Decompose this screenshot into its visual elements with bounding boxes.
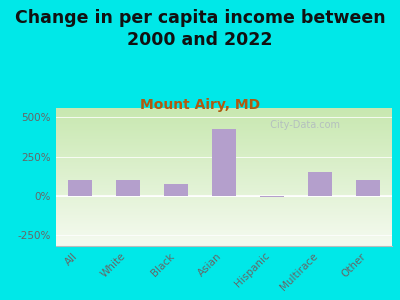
- Bar: [356, 180, 380, 196]
- Bar: [116, 180, 140, 196]
- Bar: [68, 180, 92, 196]
- Bar: [212, 129, 236, 196]
- Text: Mount Airy, MD: Mount Airy, MD: [140, 98, 260, 112]
- Text: Change in per capita income between
2000 and 2022: Change in per capita income between 2000…: [15, 9, 385, 49]
- Bar: [260, 196, 284, 197]
- Bar: [164, 184, 188, 196]
- Text: City-Data.com: City-Data.com: [264, 120, 340, 130]
- Bar: [308, 172, 332, 196]
